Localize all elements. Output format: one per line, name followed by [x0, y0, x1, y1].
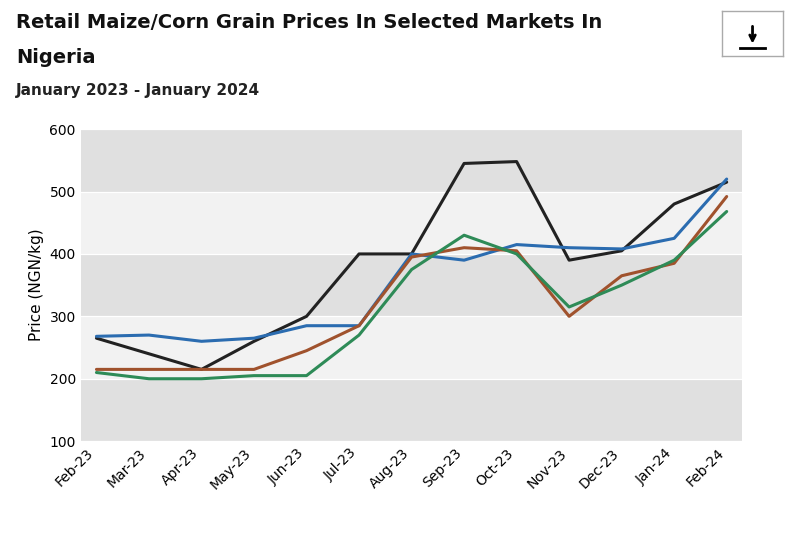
Text: January 2023 - January 2024: January 2023 - January 2024: [16, 83, 261, 98]
Bar: [81, 129, 742, 192]
Bar: [81, 379, 742, 441]
Bar: [81, 316, 742, 379]
Bar: [81, 192, 742, 254]
Text: Retail Maize/Corn Grain Prices In Selected Markets In: Retail Maize/Corn Grain Prices In Select…: [16, 13, 602, 32]
Text: Nigeria: Nigeria: [16, 48, 96, 67]
Y-axis label: Price (NGN/kg): Price (NGN/kg): [29, 229, 44, 342]
Bar: [81, 254, 742, 316]
